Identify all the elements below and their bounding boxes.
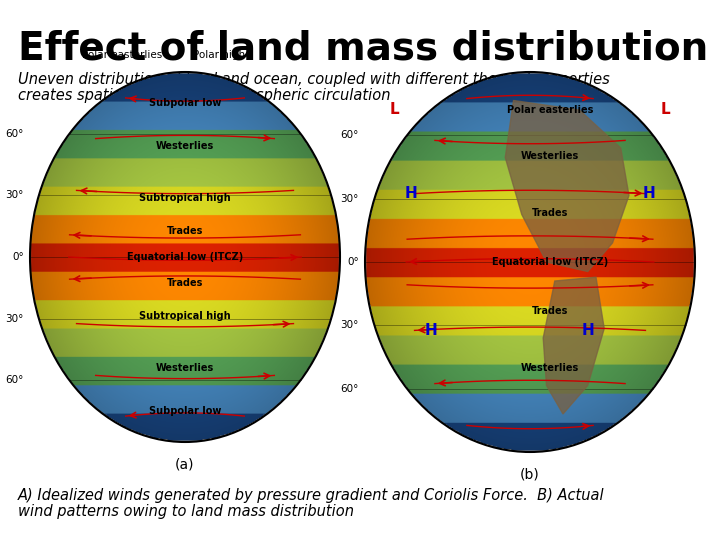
Text: Subtropical high: Subtropical high — [139, 311, 231, 321]
Text: Trades: Trades — [167, 278, 203, 288]
Text: H: H — [581, 323, 594, 338]
Text: H: H — [405, 186, 418, 201]
Text: Trades: Trades — [532, 207, 568, 218]
Text: Westerlies: Westerlies — [521, 151, 579, 160]
Polygon shape — [505, 100, 629, 272]
Text: A) Idealized winds generated by pressure gradient and Coriolis Force.  B) Actual: A) Idealized winds generated by pressure… — [18, 488, 605, 503]
Text: 60°: 60° — [6, 375, 24, 386]
Text: Subtropical high: Subtropical high — [139, 193, 231, 203]
Text: 0°: 0° — [347, 257, 359, 267]
Text: 0°: 0° — [12, 252, 24, 262]
Text: Polar easterlies: Polar easterlies — [81, 50, 162, 60]
Text: (b): (b) — [520, 468, 540, 482]
Text: 30°: 30° — [6, 190, 24, 200]
Text: Westerlies: Westerlies — [521, 363, 579, 373]
Text: Trades: Trades — [167, 226, 203, 236]
Text: Uneven distribution of land and ocean, coupled with different thermal properties: Uneven distribution of land and ocean, c… — [18, 72, 610, 87]
Text: L: L — [660, 103, 670, 118]
Text: wind patterns owing to land mass distribution: wind patterns owing to land mass distrib… — [18, 504, 354, 519]
Text: 30°: 30° — [6, 314, 24, 323]
Text: Equatorial low (ITCZ): Equatorial low (ITCZ) — [492, 257, 608, 267]
Text: creates spatial variation in atmospheric circulation: creates spatial variation in atmospheric… — [18, 88, 390, 103]
Text: 60°: 60° — [341, 130, 359, 140]
Text: Trades: Trades — [532, 306, 568, 316]
Text: L: L — [390, 103, 400, 118]
Text: Subpolar low: Subpolar low — [149, 406, 221, 416]
Text: H: H — [642, 186, 655, 201]
Text: Polar easterlies: Polar easterlies — [507, 105, 593, 115]
Text: 30°: 30° — [341, 320, 359, 330]
Text: 30°: 30° — [341, 194, 359, 204]
Text: 60°: 60° — [341, 383, 359, 394]
Text: Effect of land mass distribution: Effect of land mass distribution — [18, 30, 708, 68]
Text: Equatorial low (ITCZ): Equatorial low (ITCZ) — [127, 252, 243, 262]
Text: 60°: 60° — [6, 129, 24, 139]
Text: (a): (a) — [175, 458, 194, 472]
Text: H: H — [425, 323, 437, 338]
Text: Subpolar low: Subpolar low — [149, 98, 221, 109]
Text: Westerlies: Westerlies — [156, 363, 214, 373]
Text: Polar high: Polar high — [193, 50, 245, 60]
Text: Westerlies: Westerlies — [156, 141, 214, 151]
Polygon shape — [543, 277, 604, 414]
